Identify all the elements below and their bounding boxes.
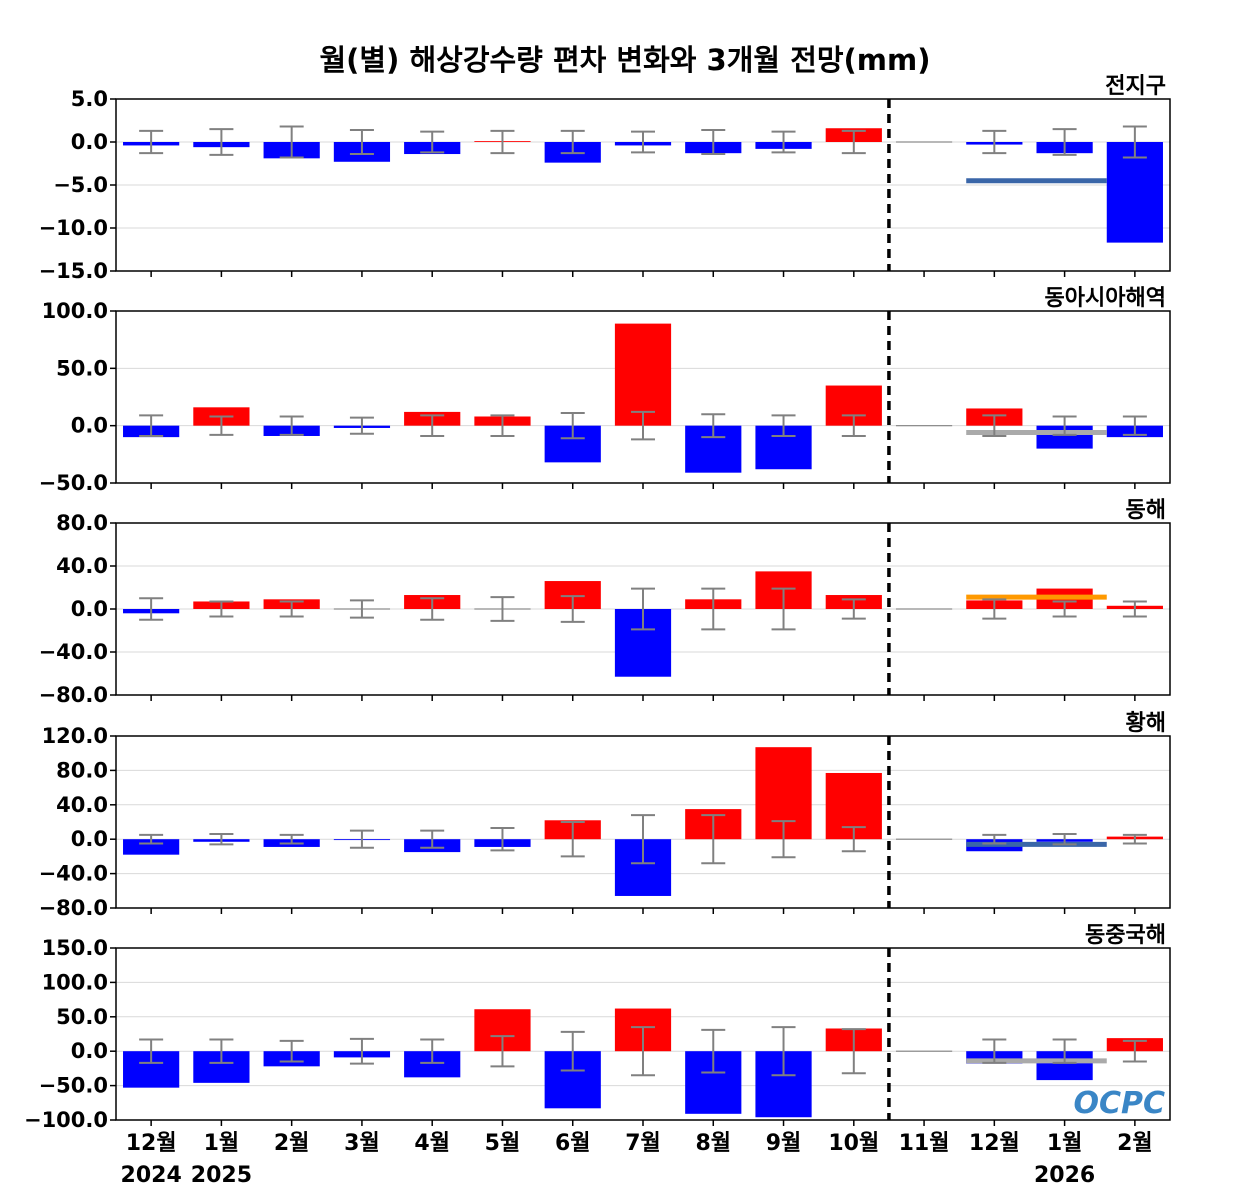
panel-frame [115,947,1171,1121]
y-tick-label: −100.0 [24,1108,108,1132]
bar [1106,142,1163,243]
y-tick-label: 0.0 [71,130,108,154]
year-label: 2025 [191,1163,252,1188]
y-tick-label: 80.0 [56,758,108,782]
panel-title: 동아시아해역 [1045,286,1166,311]
y-tick-label: 0.0 [71,827,108,851]
y-tick-label: 80.0 [56,511,108,535]
y-tick-label: 40.0 [56,793,108,817]
x-tick-label: 11월 [899,1131,950,1156]
chart-panels: 5.0 0.0 −5.0 −10.0 −15.0 전지구 100.0 50.0 0.0 −50.0… [24,74,1171,1188]
y-tick-label: −5.0 [53,173,108,197]
x-tick-label: 7월 [625,1131,661,1156]
panel-1: 100.0 50.0 0.0 −50.0 동아시아해역 [39,286,1171,495]
panel-frame [115,310,1171,484]
y-tick-label: −80.0 [39,896,108,920]
panel-title: 전지구 [1105,74,1166,99]
x-tick-label: 6월 [555,1131,591,1156]
year-label: 2026 [1034,1163,1095,1188]
x-tick-label: 9월 [766,1131,802,1156]
bar [895,141,953,143]
y-tick-label: −50.0 [39,1074,108,1098]
panel-frame [115,522,1171,696]
bar [123,839,180,855]
panel-title: 황해 [1126,711,1166,736]
y-tick-label: 100.0 [42,970,108,994]
panel-title: 동중국해 [1085,923,1166,948]
x-tick-label: 1월 [204,1131,240,1156]
x-tick-label: 1월 [1047,1131,1083,1156]
y-tick-label: 0.0 [71,1039,108,1063]
bar [895,1050,953,1052]
y-tick-label: −50.0 [39,471,108,495]
y-tick-label: 5.0 [71,87,108,111]
y-tick-label: −80.0 [39,683,108,707]
year-label: 2024 [121,1163,182,1188]
y-tick-label: 100.0 [42,299,108,323]
y-tick-label: 40.0 [56,554,108,578]
y-tick-label: 120.0 [42,724,108,748]
panel-frame [115,98,1171,272]
y-tick-label: 150.0 [42,936,108,960]
y-tick-label: −40.0 [39,862,108,886]
bar [895,608,953,610]
x-tick-label: 10월 [828,1131,879,1156]
panel-frame [115,735,1171,909]
bar [895,838,953,840]
panel-0: 5.0 0.0 −5.0 −10.0 −15.0 전지구 [39,74,1171,283]
bar [895,425,953,427]
y-tick-label: 50.0 [56,356,108,380]
x-tick-label: 2월 [1117,1131,1153,1156]
y-tick-label: 0.0 [71,597,108,621]
y-tick-label: −10.0 [39,216,108,240]
y-tick-label: −40.0 [39,640,108,664]
x-tick-label: 8월 [695,1131,731,1156]
x-tick-label: 3월 [344,1131,380,1156]
panel-3: 120.0 80.0 40.0 0.0 −40.0 −80.0 황해 [39,711,1171,920]
chart-title: 월(별) 해상강수량 편차 변화와 3개월 전망(mm) [320,43,931,77]
y-tick-label: 50.0 [56,1005,108,1029]
panel-2: 80.0 40.0 0.0 −40.0 −80.0 동해 [39,498,1171,707]
panel-4: 150.0 100.0 50.0 0.0 −50.0 −100.0 동중국해 [24,923,1171,1132]
x-tick-label: 5월 [485,1131,521,1156]
x-tick-label: 12월 [126,1131,177,1156]
x-tick-label: 4월 [414,1131,450,1156]
y-tick-label: −15.0 [39,259,108,283]
panel-title: 동해 [1126,498,1166,523]
bar [614,323,672,426]
ocpc-logo: OCPC [1073,1086,1165,1121]
x-tick-label: 2월 [274,1131,310,1156]
x-tick-label: 12월 [969,1131,1020,1156]
y-tick-label: 0.0 [71,414,108,438]
